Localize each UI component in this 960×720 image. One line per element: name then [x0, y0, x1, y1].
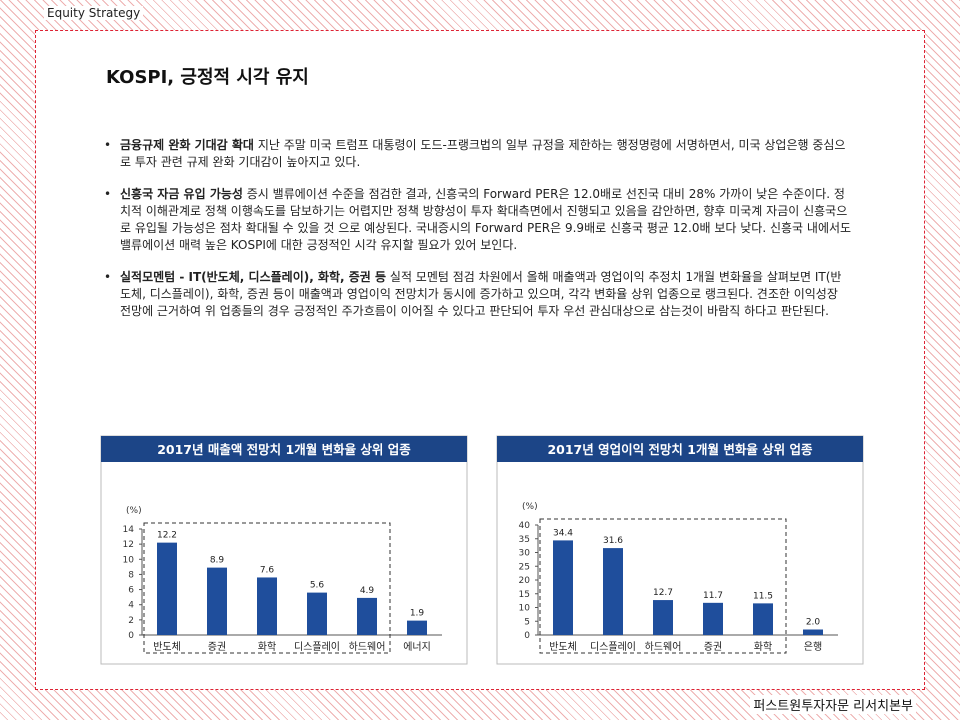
- bar: [703, 602, 723, 635]
- x-tick-label: 에너지: [403, 641, 431, 653]
- section-label: Equity Strategy: [44, 6, 144, 20]
- bullet-lead: 신흥국 자금 유입 가능성: [120, 187, 243, 201]
- chart-header: [497, 436, 863, 462]
- y-tick-label: 2: [128, 616, 134, 626]
- chart: 2017년 영업이익 전망치 1개월 변화율 상위 업종 (%) 0 5 10 15 20 2…: [496, 435, 864, 665]
- bar: [207, 567, 227, 635]
- y-tick-label: 6: [128, 586, 134, 596]
- y-tick-label: 25: [519, 562, 530, 572]
- bar: [307, 592, 327, 635]
- value-label: 1.9: [410, 609, 425, 619]
- value-label: 34.4: [553, 528, 573, 538]
- value-label: 4.9: [360, 586, 375, 596]
- chart-header: [101, 436, 467, 462]
- value-label: 5.6: [310, 581, 325, 591]
- x-tick-label: 은행: [804, 641, 822, 653]
- chart-title: 2017년 매출액 전망치 1개월 변화율 상위 업종: [157, 442, 411, 457]
- y-axis-label: (%): [126, 506, 142, 516]
- bar: [553, 540, 573, 635]
- value-label: 12.2: [157, 531, 177, 541]
- y-tick-label: 8: [128, 570, 134, 580]
- bullet: 신흥국 자금 유입 가능성 증시 밸류에이션 수준을 점검한 결과, 신흥국의 …: [104, 186, 852, 254]
- y-tick-label: 5: [524, 617, 530, 627]
- y-tick-label: 14: [123, 525, 135, 535]
- x-tick-label: 화학: [258, 641, 276, 653]
- x-tick-label: 디스플레이: [294, 641, 340, 653]
- chart: 2017년 매출액 전망치 1개월 변화율 상위 업종 (%) 0 2 4 6 8 10 12 1…: [100, 435, 468, 665]
- footer: 퍼스트원투자자문 리서치본부: [750, 695, 916, 714]
- x-tick-label: 하드웨어: [349, 640, 386, 653]
- y-tick-label: 20: [519, 576, 531, 586]
- bullet: 금융규제 완화 기대감 확대 지난 주말 미국 트럼프 대통령이 도드-프랭크법…: [104, 137, 852, 171]
- x-tick-label: 증권: [704, 641, 722, 653]
- y-tick-label: 40: [519, 521, 531, 531]
- x-tick-label: 반도체: [153, 641, 181, 653]
- y-tick-label: 35: [519, 535, 530, 545]
- y-tick-label: 10: [519, 604, 531, 614]
- bar: [257, 577, 277, 635]
- value-label: 8.9: [210, 556, 225, 566]
- bar: [803, 629, 823, 635]
- bullet-text: 실적 모멘텀 점검 차원에서 올해 매출액과 영업이익 추정치 1개월 변화율을…: [120, 270, 842, 318]
- y-tick-label: 12: [123, 540, 134, 550]
- y-tick-label: 30: [519, 549, 531, 559]
- value-label: 2.0: [806, 618, 821, 628]
- value-label: 11.5: [753, 591, 773, 601]
- x-tick-label: 화학: [754, 641, 772, 653]
- bullet-lead: 실적모멘텀 - IT(반도체, 디스플레이), 화학, 증권 등: [120, 270, 387, 284]
- y-tick-label: 10: [123, 555, 135, 565]
- bar: [407, 620, 427, 635]
- bullet-lead: 금융규제 완화 기대감 확대: [120, 138, 254, 152]
- bar: [653, 600, 673, 635]
- bullet-text: 지난 주말 미국 트럼프 대통령이 도드-프랭크법의 일부 규정을 제한하는 행…: [120, 138, 846, 169]
- bar: [603, 548, 623, 635]
- chart-title: 2017년 영업이익 전망치 1개월 변화율 상위 업종: [547, 442, 813, 457]
- bar: [157, 542, 177, 635]
- value-label: 31.6: [603, 536, 623, 546]
- value-label: 7.6: [260, 565, 275, 575]
- x-tick-label: 반도체: [549, 641, 577, 653]
- y-tick-label: 0: [128, 631, 134, 641]
- y-tick-label: 0: [524, 631, 530, 641]
- y-axis-label: (%): [522, 502, 538, 512]
- title: KOSPI, 긍정적 시각 유지: [106, 67, 309, 88]
- x-tick-label: 디스플레이: [590, 641, 636, 653]
- y-tick-label: 15: [519, 590, 530, 600]
- bullet-list: 금융규제 완화 기대감 확대 지난 주말 미국 트럼프 대통령이 도드-프랭크법…: [104, 137, 852, 335]
- x-tick-label: 하드웨어: [645, 640, 682, 653]
- value-label: 11.7: [703, 591, 723, 601]
- value-label: 12.7: [653, 588, 673, 598]
- y-tick-label: 4: [128, 601, 134, 611]
- x-tick-label: 증권: [208, 641, 226, 653]
- highlight-box: [539, 518, 787, 654]
- bullet-text: 증시 밸류에이션 수준을 점검한 결과, 신흥국의 Forward PER은 1…: [120, 187, 852, 252]
- bar: [357, 597, 377, 635]
- bullet: 실적모멘텀 - IT(반도체, 디스플레이), 화학, 증권 등 실적 모멘텀 …: [104, 269, 852, 320]
- highlight-box: [143, 522, 391, 654]
- content-box: KOSPI, 긍정적 시각 유지 금융규제 완화 기대감 확대 지난 주말 미국…: [35, 30, 925, 690]
- bar: [753, 603, 773, 635]
